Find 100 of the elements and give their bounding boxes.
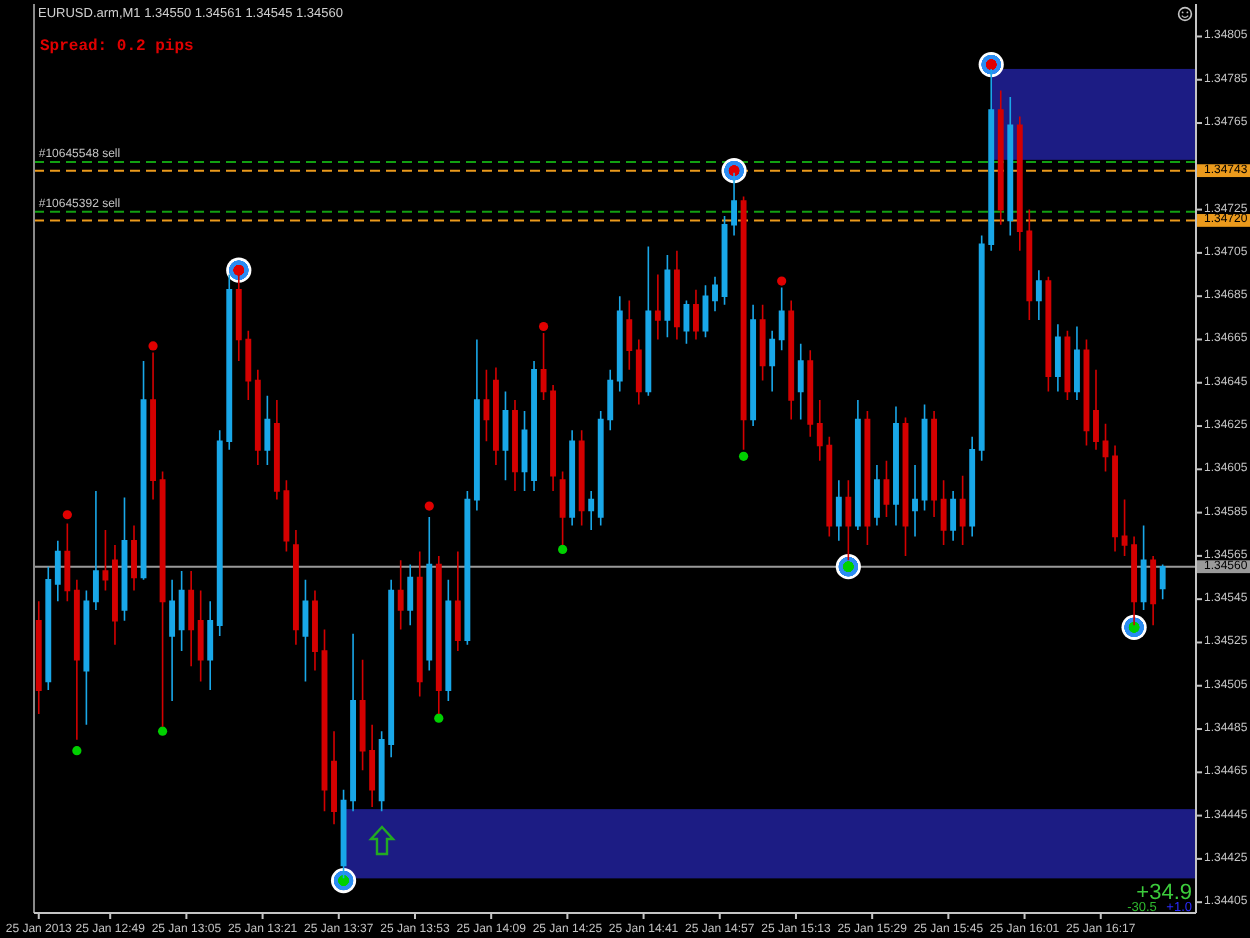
candlestick — [169, 578, 176, 702]
point — [434, 713, 444, 723]
candlestick — [188, 570, 195, 668]
candlestick — [912, 464, 918, 538]
candlestick — [693, 288, 699, 341]
candlestick — [1093, 368, 1099, 451]
candlestick — [616, 295, 623, 393]
point — [157, 726, 168, 736]
candlestick — [835, 479, 842, 542]
point — [777, 276, 787, 286]
candlestick — [854, 399, 861, 531]
candlestick — [759, 304, 766, 382]
candlestick — [750, 304, 757, 427]
candlestick — [197, 589, 204, 683]
candlestick — [112, 544, 118, 646]
candlestick — [1035, 269, 1042, 321]
point — [226, 257, 252, 283]
candlestick — [473, 338, 480, 512]
point — [538, 321, 549, 332]
point — [148, 341, 158, 351]
candlestick — [92, 490, 99, 611]
candlestick — [350, 633, 357, 813]
candlestick — [1150, 555, 1157, 626]
candlestick — [788, 299, 795, 421]
candlestick — [940, 479, 947, 546]
candlestick — [45, 565, 52, 691]
candlestick — [64, 522, 71, 603]
candlestick — [645, 245, 652, 397]
candlestick — [950, 490, 957, 542]
candlestick — [483, 368, 490, 442]
candlestick — [969, 436, 976, 538]
candlestick — [664, 254, 671, 339]
candlestick — [997, 89, 1004, 226]
point — [424, 501, 434, 511]
candlestick — [673, 249, 680, 341]
candlestick — [654, 273, 661, 341]
point — [72, 746, 82, 756]
candlestick — [292, 529, 299, 646]
candlestick — [331, 730, 337, 826]
candlestick — [845, 479, 852, 562]
candlestick — [731, 172, 737, 237]
point — [978, 52, 1004, 78]
candlestick — [873, 464, 880, 527]
candlestick — [426, 516, 433, 672]
candlestick — [797, 342, 804, 421]
candlestick — [35, 600, 42, 715]
candlestick — [578, 429, 585, 527]
candlestick — [131, 524, 137, 592]
candlestick — [464, 490, 471, 646]
candlestick — [416, 550, 423, 698]
candlestick — [769, 330, 776, 393]
candlestick — [102, 529, 109, 592]
candlestick — [1045, 275, 1052, 393]
candlestick — [778, 286, 785, 352]
point — [330, 867, 357, 894]
point — [1121, 614, 1147, 640]
candlestick — [302, 578, 309, 683]
candlestick — [493, 366, 499, 466]
candlestick — [712, 275, 718, 313]
candlestick — [626, 299, 633, 371]
candlestick — [740, 195, 747, 451]
point — [835, 554, 861, 580]
text: Spread: 0.2 pips — [40, 38, 195, 56]
candlestick — [312, 589, 318, 672]
candlestick — [73, 578, 80, 741]
candlestick — [1140, 524, 1147, 611]
candlestick — [864, 410, 871, 546]
candlestick — [893, 405, 899, 527]
point — [62, 510, 72, 520]
point — [738, 451, 749, 461]
candlestick — [178, 570, 185, 652]
candlestick — [512, 399, 518, 492]
candlestick — [807, 349, 814, 438]
candlestick — [1159, 563, 1166, 600]
candlestick — [1102, 423, 1109, 473]
candlestick — [454, 550, 461, 652]
candlestick — [959, 475, 966, 546]
candlestick — [397, 559, 404, 631]
candlestick — [588, 490, 595, 531]
candlestick — [1112, 444, 1118, 553]
candlestick — [83, 589, 90, 726]
candlestick — [883, 459, 890, 518]
point — [558, 544, 568, 554]
candlestick — [635, 338, 642, 406]
candlestick — [1074, 325, 1080, 401]
candlestick — [931, 410, 938, 518]
point — [721, 158, 747, 184]
candlestick — [569, 429, 576, 527]
annotation: +34.9 — [1136, 880, 1192, 905]
candlestick — [445, 578, 452, 702]
candlestick — [683, 299, 690, 345]
candlestick — [1064, 330, 1071, 401]
candlestick — [1054, 323, 1061, 393]
candlestick — [254, 368, 261, 466]
candlestick — [207, 600, 214, 691]
candlestick — [264, 394, 271, 466]
candlestick — [1007, 96, 1014, 237]
candlestick — [531, 360, 537, 492]
candlestick — [54, 539, 61, 603]
candlestick — [502, 390, 509, 481]
